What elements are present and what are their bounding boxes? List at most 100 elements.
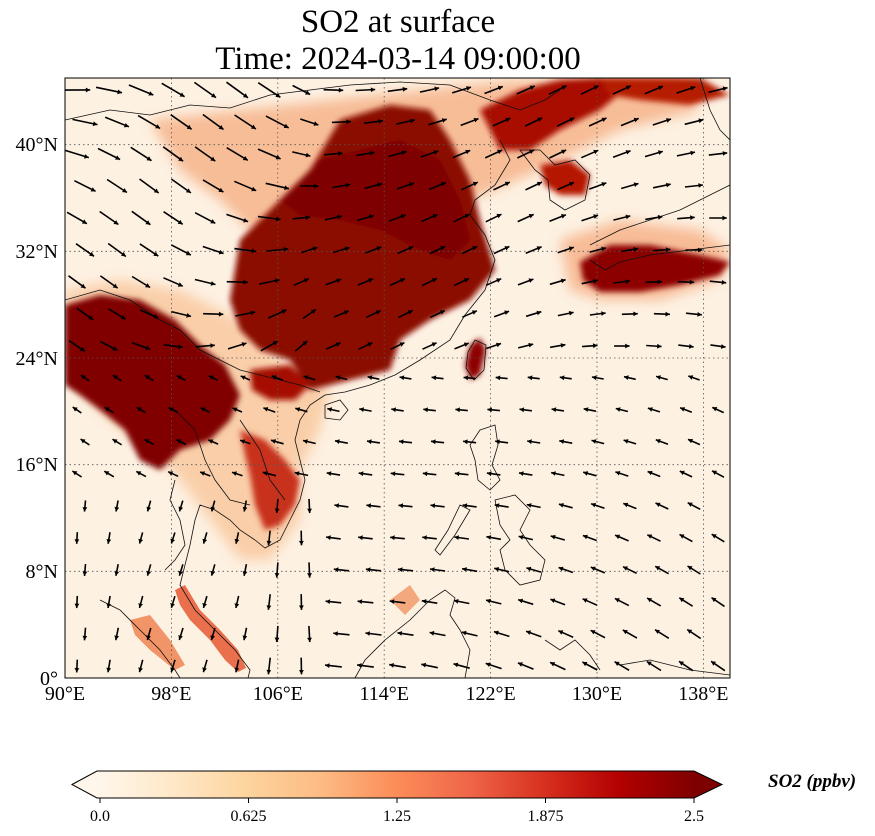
wind-arrow-head <box>601 117 607 122</box>
wind-arrow-head <box>655 629 660 634</box>
wind-arrow-head <box>679 534 685 539</box>
wind-arrow-head <box>504 310 510 315</box>
x-tick-130e: 130°E <box>572 683 622 705</box>
wind-arrow-head <box>85 87 91 93</box>
wind-arrow-head <box>123 123 129 128</box>
wind-arrow-head <box>145 220 151 225</box>
wind-arrow-head <box>218 125 224 130</box>
wind-arrow-head <box>72 471 78 476</box>
wind-arrow-head <box>106 603 112 608</box>
wind-arrow-head <box>422 471 428 477</box>
wind-arrow-head <box>698 183 703 188</box>
wind-arrow-head <box>712 470 717 475</box>
coastline-hainan <box>324 399 349 421</box>
wind-arrow-head <box>593 85 599 90</box>
colorbar-label: SO2 (ppbv) <box>768 771 856 792</box>
wind-arrow-shaft <box>193 81 217 99</box>
x-tick-114e: 114°E <box>359 683 408 705</box>
wind-arrow-head <box>299 605 304 610</box>
wind-arrow-head <box>646 661 652 666</box>
wind-arrow-head <box>283 247 289 252</box>
wind-arrow-head <box>409 182 414 187</box>
wind-arrow-shaft <box>161 82 186 98</box>
wind-arrow-head <box>80 346 85 352</box>
wind-arrow-head <box>568 246 574 251</box>
wind-arrow-head <box>90 187 96 192</box>
wind-arrow-head <box>251 248 257 254</box>
wind-arrow-head <box>389 599 395 604</box>
wind-arrow-head <box>711 534 717 539</box>
wind-arrow-head <box>526 630 531 635</box>
colorbar: 0.0 0.625 1.25 1.875 2.5 SO2 (ppbv) <box>70 770 856 825</box>
wind-arrow-head <box>722 215 727 221</box>
wind-arrow-head <box>148 91 154 96</box>
wind-arrow-head <box>326 535 331 540</box>
wind-arrow-head <box>722 151 728 156</box>
wind-arrow-head <box>242 506 248 512</box>
wind-arrow-head <box>433 150 439 155</box>
wind-arrow-head <box>122 188 127 193</box>
wind-arrow-head <box>615 534 621 540</box>
wind-arrow-head <box>462 567 467 572</box>
so2-vietnam-north <box>250 365 310 400</box>
wind-arrow-head <box>560 278 566 284</box>
coastline-korea <box>519 149 591 211</box>
so2-northeast-china <box>480 78 630 150</box>
wind-arrow-head <box>407 310 413 315</box>
wind-arrow-head <box>153 188 159 193</box>
wind-arrow-head <box>494 567 499 572</box>
wind-arrow-head <box>623 502 629 508</box>
wind-arrow-head <box>551 407 557 413</box>
wind-arrow-head <box>312 246 318 251</box>
wind-arrow-head <box>615 407 621 412</box>
wind-arrow-head <box>593 278 598 284</box>
wind-arrow-head <box>333 567 339 573</box>
wind-arrow-head <box>633 182 639 187</box>
wind-arrow-head <box>242 635 248 641</box>
wind-arrow-head <box>558 566 564 572</box>
wind-arrow-head <box>266 605 272 610</box>
wind-arrow-head <box>431 375 437 381</box>
wind-arrow-head <box>398 503 404 509</box>
wind-arrow-head <box>422 535 427 540</box>
wind-arrow-head <box>112 439 118 444</box>
wind-arrow-head <box>625 343 630 349</box>
wind-arrow-head <box>625 85 631 90</box>
wind-arrow-head <box>496 278 502 283</box>
wind-arrow-head <box>275 154 281 160</box>
wind-arrow-head <box>72 407 78 412</box>
wind-arrow-head <box>601 182 607 187</box>
wind-arrow-head <box>614 598 620 603</box>
wind-arrow-head <box>647 470 653 476</box>
wind-arrow-head <box>367 342 373 347</box>
wind-arrow-head <box>463 342 469 347</box>
wind-arrow-head <box>114 635 119 641</box>
wind-arrow-head <box>687 629 693 634</box>
so2-japan-plume <box>580 245 730 292</box>
wind-arrow-head <box>690 150 695 156</box>
wind-arrow-head <box>721 280 727 285</box>
wind-arrow-head <box>647 598 653 603</box>
wind-arrow-head <box>185 250 191 256</box>
wind-arrow-head <box>400 278 405 283</box>
wind-arrow-head <box>495 439 500 445</box>
x-tick-106e: 106°E <box>253 683 303 705</box>
wind-arrow-head <box>461 630 467 636</box>
wind-arrow-head <box>614 661 620 666</box>
wind-arrow-head <box>601 311 606 316</box>
wind-arrow-head <box>711 661 716 666</box>
y-tick-0: 0° <box>40 668 58 690</box>
wind-arrow-shaft <box>128 84 154 96</box>
wind-arrow-head <box>200 471 206 476</box>
wind-arrow-head <box>144 375 150 380</box>
wind-arrow-head <box>487 407 492 413</box>
wind-arrow-head <box>303 375 309 380</box>
wind-arrow-head <box>365 567 371 573</box>
wind-arrow-head <box>689 344 694 349</box>
wind-arrow-head <box>343 310 349 315</box>
wind-arrow-head <box>679 661 684 666</box>
wind-arrow-head <box>466 86 471 91</box>
wind-arrow-head <box>698 247 703 253</box>
wind-arrow-head <box>473 117 479 123</box>
y-tick-40n: 40°N <box>16 134 58 156</box>
